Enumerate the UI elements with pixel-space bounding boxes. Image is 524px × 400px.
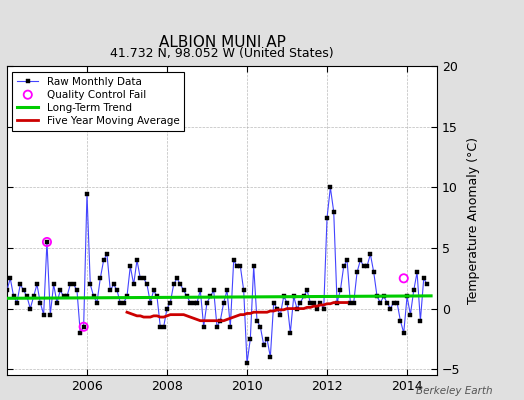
Raw Monthly Data <box>364 264 370 269</box>
Five Year Moving Average <box>197 318 203 323</box>
Five Year Moving Average <box>217 318 223 323</box>
Five Year Moving Average <box>150 314 157 318</box>
Raw Monthly Data <box>400 330 407 335</box>
Raw Monthly Data <box>24 294 30 299</box>
Raw Monthly Data <box>274 306 280 311</box>
Title: ALBION MUNI AP: ALBION MUNI AP <box>159 35 286 50</box>
Raw Monthly Data <box>4 288 10 293</box>
Line: Raw Monthly Data: Raw Monthly Data <box>5 186 429 365</box>
Quality Control Fail <box>399 275 408 282</box>
Five Year Moving Average <box>344 300 350 305</box>
Five Year Moving Average <box>227 316 234 321</box>
Quality Control Fail <box>43 239 51 245</box>
Quality Control Fail <box>80 324 88 330</box>
Raw Monthly Data <box>424 282 430 287</box>
Raw Monthly Data <box>250 264 257 269</box>
Raw Monthly Data <box>327 185 333 190</box>
Legend: Raw Monthly Data, Quality Control Fail, Long-Term Trend, Five Year Moving Averag: Raw Monthly Data, Quality Control Fail, … <box>12 72 184 131</box>
Five Year Moving Average <box>327 301 333 306</box>
Five Year Moving Average <box>294 306 300 311</box>
Raw Monthly Data <box>244 361 250 366</box>
Line: Five Year Moving Average: Five Year Moving Average <box>127 302 347 321</box>
Text: 41.732 N, 98.052 W (United States): 41.732 N, 98.052 W (United States) <box>110 47 334 60</box>
Five Year Moving Average <box>140 315 147 320</box>
Raw Monthly Data <box>257 324 264 329</box>
Five Year Moving Average <box>331 300 337 305</box>
Five Year Moving Average <box>124 310 130 315</box>
Text: Berkeley Earth: Berkeley Earth <box>416 386 493 396</box>
Y-axis label: Temperature Anomaly (°C): Temperature Anomaly (°C) <box>467 137 481 304</box>
